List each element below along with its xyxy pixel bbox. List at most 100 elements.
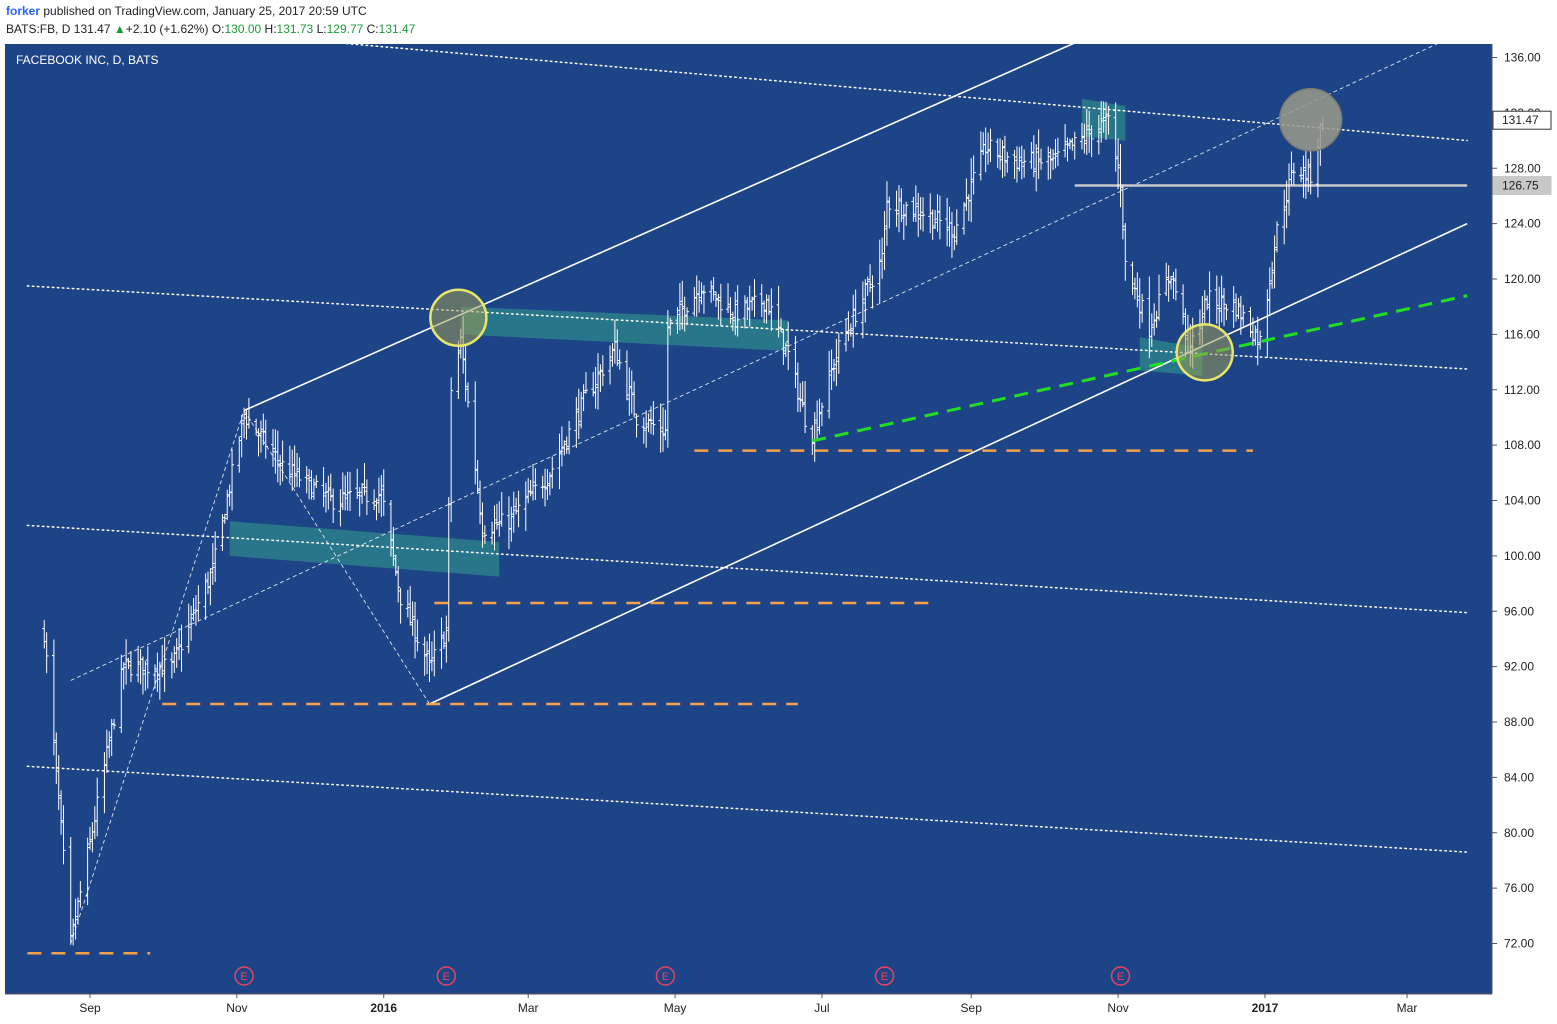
- y-tick-label: 120.00: [1504, 272, 1541, 286]
- earnings-label: E: [1117, 971, 1124, 983]
- ohlc-bar: [155, 652, 160, 692]
- ohlc-bar: [128, 650, 133, 683]
- ohlc-bar: [901, 204, 906, 240]
- ohlc-bar: [1222, 288, 1227, 326]
- ohlc-bar: [1039, 148, 1044, 170]
- ohlc-bar: [1250, 317, 1255, 347]
- price-axis[interactable]: [1492, 44, 1557, 994]
- ohlc-bar: [899, 188, 904, 223]
- ohlc-bar: [222, 513, 227, 524]
- ohlc-bar: [1154, 310, 1159, 328]
- ohlc-bar: [1207, 271, 1212, 326]
- ohlc-bar: [978, 131, 983, 181]
- ohlc-bar: [321, 466, 326, 508]
- ohlc-bar: [882, 210, 887, 270]
- ohlc-bar: [376, 477, 381, 513]
- ohlc-bar: [275, 430, 280, 483]
- ohlc-bar: [1120, 184, 1125, 240]
- ohlc-bar: [1123, 223, 1128, 281]
- ohlc-bar: [1241, 304, 1246, 326]
- ohlc-bar: [179, 624, 184, 672]
- channel-line: [243, 44, 1075, 412]
- ohlc-bar: [1099, 100, 1104, 143]
- ohlc-bar: [803, 380, 808, 434]
- ohlc-bar: [449, 377, 454, 523]
- ohlc-bar: [863, 279, 868, 323]
- ohlc-bar: [475, 459, 480, 495]
- ohlc-bar: [815, 400, 820, 439]
- ohlc-bar: [954, 209, 959, 246]
- author-link[interactable]: forker: [6, 4, 41, 18]
- y-tick-label: 104.00: [1504, 494, 1541, 508]
- ohlc-bar: [511, 491, 516, 533]
- ohlc-bar: [1173, 268, 1178, 301]
- ohlc-bar: [466, 382, 471, 408]
- ohlc-bar: [1301, 155, 1306, 198]
- price-label-box: [1492, 176, 1552, 196]
- ohlc-bar: [848, 323, 853, 337]
- ohlc-bar: [1084, 109, 1089, 155]
- ohlc-bar: [446, 497, 451, 642]
- y-tick-label: 100.00: [1504, 549, 1541, 563]
- ohlc-bar: [930, 209, 935, 240]
- open-label: O:: [211, 22, 225, 36]
- ohlc-bar: [1289, 151, 1294, 186]
- ohlc-bar: [651, 401, 656, 436]
- earnings-label: E: [662, 971, 669, 983]
- ohlc-bar: [304, 466, 309, 494]
- published-text: published on TradingView.com, January 25…: [43, 4, 367, 18]
- plot-area[interactable]: [5, 44, 1492, 994]
- low-label: L:: [316, 22, 327, 36]
- ohlc-bar: [581, 384, 586, 412]
- highlight-circle: [1175, 323, 1235, 382]
- ohlc-bar: [439, 617, 444, 669]
- ohlc-bar: [593, 366, 598, 409]
- y-tick-label: 72.00: [1504, 937, 1534, 951]
- ohlc-bar: [1055, 137, 1060, 167]
- ohlc-bar: [547, 472, 552, 496]
- close-label: C:: [366, 22, 379, 36]
- ohlc-bar: [937, 195, 942, 240]
- ohlc-bar: [844, 318, 849, 352]
- ohlc-bar: [309, 470, 314, 500]
- ohlc-bar: [1036, 129, 1041, 179]
- ohlc-bar: [51, 639, 56, 756]
- ohlc-bar: [632, 381, 637, 417]
- ohlc-bar: [143, 660, 148, 691]
- y-tick-label: 108.00: [1504, 438, 1541, 452]
- ohlc-bar: [964, 178, 969, 211]
- ohlc-bar: [297, 457, 302, 488]
- ohlc-bar: [916, 192, 921, 237]
- ohlc-bar: [328, 473, 333, 502]
- x-tick-label: May: [664, 1001, 687, 1015]
- ohlc-bar: [781, 328, 786, 365]
- ohlc-bar: [73, 898, 78, 940]
- ohlc-bar: [1282, 189, 1287, 245]
- ohlc-bar: [798, 383, 803, 412]
- ohlc-bar: [136, 645, 141, 683]
- ohlc-bar: [528, 479, 533, 497]
- ohlc-bar: [85, 837, 90, 906]
- ohlc-bar: [779, 318, 784, 333]
- x-tick-label: Sep: [79, 1001, 101, 1015]
- ohlc-bar: [441, 631, 446, 650]
- ohlc-bar: [256, 428, 261, 457]
- ohlc-bar: [1046, 146, 1051, 180]
- ohlc-bar: [1079, 122, 1084, 150]
- ohlc-bar: [1000, 140, 1005, 179]
- ohlc-bar: [364, 479, 369, 516]
- ohlc-bar: [444, 615, 449, 663]
- time-axis[interactable]: [5, 994, 1492, 1024]
- earnings-marker: [436, 966, 457, 986]
- ohlc-bar: [576, 388, 581, 439]
- ohlc-bar: [429, 641, 434, 672]
- ohlc-bar: [624, 350, 629, 401]
- earnings-marker: [874, 966, 895, 986]
- ohlc-bar: [71, 918, 76, 946]
- earnings-label: E: [881, 971, 888, 983]
- ohlc-bar: [786, 321, 791, 371]
- ohlc-bar: [1306, 158, 1311, 193]
- ohlc-bar: [499, 492, 504, 527]
- ohlc-bar: [829, 349, 834, 390]
